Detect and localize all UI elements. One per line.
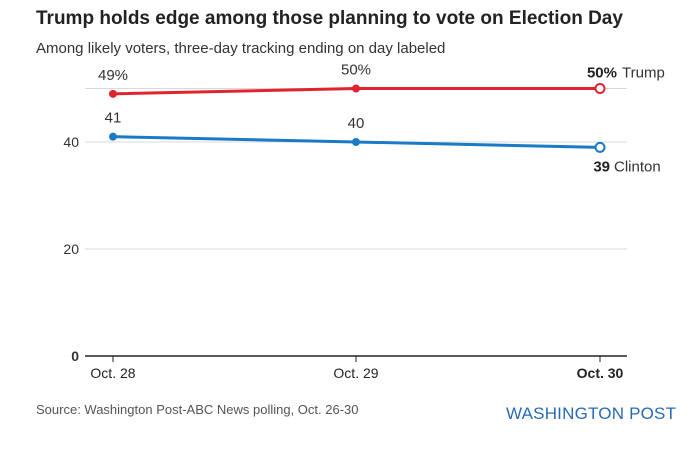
- clinton-end-value: 39: [593, 158, 610, 175]
- trump-point: [109, 89, 117, 98]
- clinton-data-label: 41: [105, 110, 122, 127]
- chart-subtitle: Among likely voters, three-day tracking …: [36, 40, 446, 57]
- brand-logo: WASHINGTON POST: [506, 404, 677, 423]
- trump-data-label: 50%: [341, 62, 371, 79]
- trump-end-value: 50%: [587, 65, 617, 82]
- x-tick-label: Oct. 28: [90, 365, 135, 381]
- trump-point: [352, 84, 360, 93]
- source-note: Source: Washington Post-ABC News polling…: [36, 402, 359, 417]
- clinton-series-label: Clinton: [614, 158, 661, 175]
- y-tick-label: 0: [71, 348, 79, 364]
- trump-point: [594, 83, 606, 94]
- clinton-data-label: 40: [348, 115, 365, 132]
- y-tick-label: 40: [63, 134, 79, 150]
- trump-series-label: Trump: [622, 65, 665, 82]
- clinton-point: [109, 132, 117, 141]
- clinton-point: [352, 138, 360, 146]
- trump-data-label: 49%: [98, 67, 128, 84]
- y-tick-label: 20: [63, 241, 79, 257]
- chart-title: Trump holds edge among those planning to…: [36, 8, 623, 29]
- clinton-point: [594, 141, 606, 153]
- x-tick-label: Oct. 30: [577, 365, 624, 381]
- x-tick-label: Oct. 29: [333, 365, 378, 381]
